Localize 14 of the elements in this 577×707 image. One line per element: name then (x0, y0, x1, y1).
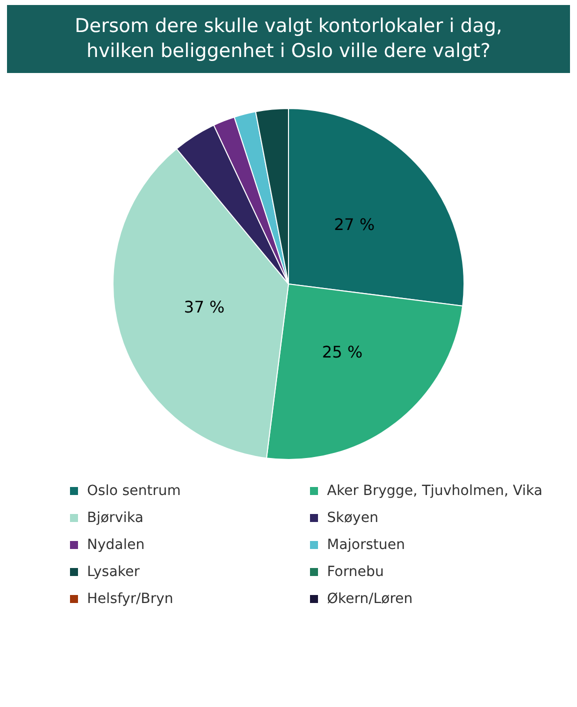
data-label: 25 % (322, 342, 363, 362)
legend-label: Bjørvika (87, 510, 144, 526)
chart-title: Dersom dere skulle valgt kontorlokaler i dag, hvilken beliggenhet i Oslo ville dere valgt? (7, 5, 570, 73)
legend-label: Nydalen (87, 537, 145, 553)
legend-label: Fornebu (327, 564, 384, 580)
legend-label: Lysaker (87, 564, 140, 580)
legend-label: Helsfyr/Bryn (87, 591, 174, 607)
legend-label: Økern/Løren (327, 591, 413, 607)
legend-label: Oslo sentrum (87, 483, 181, 499)
data-label: 27 % (334, 215, 375, 234)
data-label: 37 % (184, 298, 225, 317)
legend-label: Skøyen (327, 510, 378, 526)
legend-label: Majorstuen (327, 537, 406, 553)
legend-label: Aker Brygge, Tjuvholmen, Vika (327, 483, 542, 499)
